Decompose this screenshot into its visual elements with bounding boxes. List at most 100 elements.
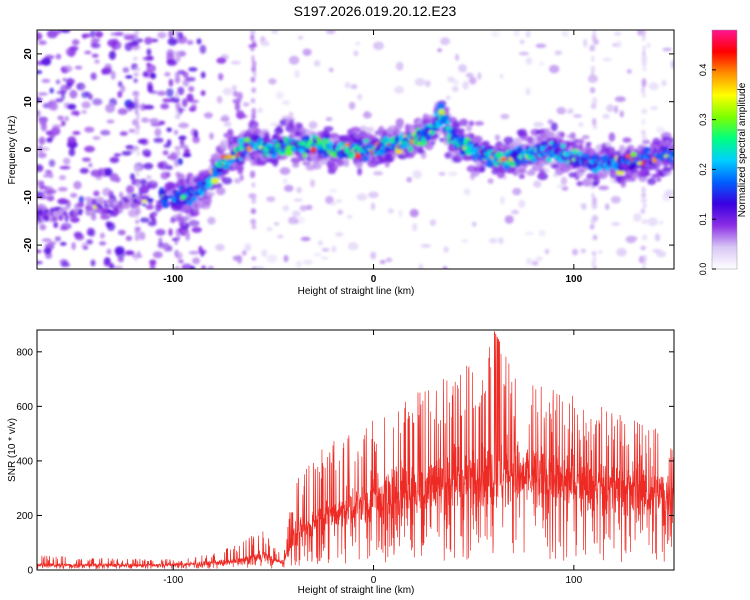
halo-blob xyxy=(471,171,480,177)
noise-blob xyxy=(81,101,91,109)
noise-blob xyxy=(637,30,643,36)
halo-blob xyxy=(581,135,590,140)
noise-blob xyxy=(568,107,574,114)
halo-blob xyxy=(336,158,345,167)
noise-blob xyxy=(70,192,78,198)
noise-blob xyxy=(49,87,54,94)
noise-blob xyxy=(560,176,568,186)
colorbar-tick-label: 0.1 xyxy=(698,213,708,226)
noise-blob xyxy=(499,74,504,79)
noise-blob xyxy=(160,103,170,110)
noise-blob xyxy=(82,34,87,39)
halo-blob xyxy=(643,171,651,177)
noise-blob xyxy=(443,246,449,253)
streak-blob xyxy=(641,219,648,225)
noise-blob xyxy=(261,249,268,257)
noise-blob xyxy=(525,87,531,96)
noise-blob xyxy=(65,199,71,209)
noise-blob xyxy=(74,233,85,241)
noise-blob xyxy=(158,120,166,125)
noise-blob xyxy=(59,226,68,231)
halo-blob xyxy=(577,138,585,145)
noise-blob xyxy=(93,190,100,197)
noise-blob xyxy=(504,215,514,224)
noise-blob xyxy=(37,32,43,41)
halo-blob xyxy=(479,165,486,173)
ridge-blob xyxy=(514,159,522,167)
streak-blob xyxy=(135,112,140,121)
noise-blob xyxy=(68,148,76,157)
noise-blob xyxy=(111,40,122,50)
streak-blob xyxy=(591,34,597,42)
streak-blob xyxy=(641,55,648,63)
noise-blob xyxy=(91,53,99,58)
noise-blob xyxy=(48,159,56,167)
noise-blob xyxy=(254,266,265,269)
noise-blob xyxy=(273,222,280,226)
streak-blob xyxy=(135,207,141,216)
noise-blob xyxy=(465,72,474,78)
snr-ytick-label: 600 xyxy=(16,402,33,413)
hotspot-blob xyxy=(180,194,187,200)
noise-blob xyxy=(313,60,321,67)
halo-blob xyxy=(193,200,200,210)
noise-blob xyxy=(325,195,334,205)
streak-blob xyxy=(174,55,181,63)
noise-blob xyxy=(143,162,154,170)
streak-blob xyxy=(642,260,646,267)
noise-blob xyxy=(100,129,111,136)
noise-blob xyxy=(239,174,244,181)
noise-blob xyxy=(106,248,112,255)
noise-blob xyxy=(190,265,196,269)
noise-blob xyxy=(598,250,603,255)
noise-blob xyxy=(461,239,469,243)
ridge-blob xyxy=(262,137,268,143)
noise-blob xyxy=(266,196,276,203)
streak-blob xyxy=(642,34,646,42)
noise-blob xyxy=(511,209,520,215)
noise-blob xyxy=(133,78,138,83)
noise-blob xyxy=(626,69,632,74)
noise-blob xyxy=(59,166,71,170)
ridge-blob xyxy=(275,143,281,148)
streak-blob xyxy=(174,160,179,168)
noise-blob xyxy=(236,114,248,119)
noise-blob xyxy=(149,118,159,124)
noise-blob xyxy=(113,153,122,157)
noise-blob xyxy=(468,76,477,85)
streak-blob xyxy=(135,123,140,131)
noise-blob xyxy=(81,157,91,162)
streak-blob xyxy=(134,67,141,72)
noise-blob xyxy=(310,179,316,188)
noise-blob xyxy=(137,138,147,144)
noise-blob xyxy=(331,246,337,253)
halo-blob xyxy=(327,162,339,172)
noise-blob xyxy=(488,238,498,244)
halo-blob xyxy=(577,143,584,150)
ridge-blob xyxy=(136,195,141,202)
noise-blob xyxy=(129,173,136,181)
noise-blob xyxy=(167,154,178,160)
noise-blob xyxy=(46,189,57,194)
ridge-blob xyxy=(263,153,270,157)
streak-blob xyxy=(641,108,648,115)
noise-blob xyxy=(90,72,97,81)
noise-blob xyxy=(125,250,135,255)
noise-blob xyxy=(39,224,47,231)
noise-blob xyxy=(271,30,278,34)
ridge-blob xyxy=(362,139,371,143)
noise-blob xyxy=(233,90,238,97)
spectrogram-ytick-label: 20 xyxy=(23,48,34,60)
noise-blob xyxy=(302,48,312,56)
halo-blob xyxy=(465,124,473,132)
noise-blob xyxy=(234,102,241,112)
halo-blob xyxy=(292,162,300,168)
halo-blob xyxy=(527,136,534,145)
noise-blob xyxy=(344,81,351,89)
noise-blob xyxy=(157,31,167,39)
noise-blob xyxy=(270,122,280,127)
noise-blob xyxy=(557,184,566,189)
halo-blob xyxy=(518,173,525,179)
